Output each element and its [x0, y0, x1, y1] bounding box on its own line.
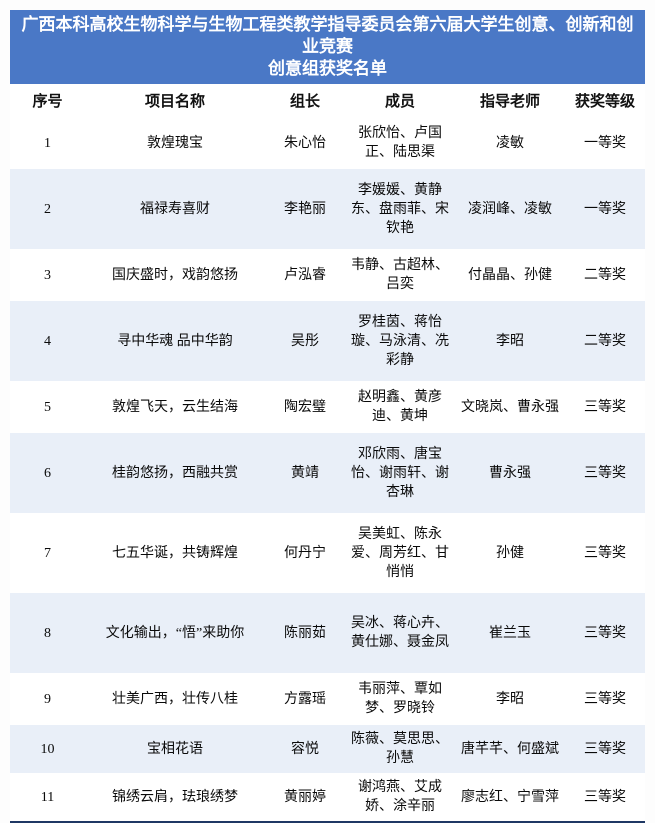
- cell-award: 三等奖: [584, 741, 626, 757]
- table-row: 5 敦煌飞天，云生结海 陶宏璧 赵明鑫、黄彦迪、黄坤 文晓岚、曹永强 三等奖: [10, 381, 645, 433]
- table-row: 7 七五华诞，共铸辉煌 何丹宁 吴美虹、陈永爱、周芳红、甘悄悄 孙健 三等奖: [10, 513, 645, 593]
- cell-advisors: 凌敏: [496, 135, 524, 151]
- cell-no: 3: [44, 267, 51, 283]
- cell-project: 敦煌飞天，云生结海: [112, 399, 238, 415]
- cell-no: 1: [44, 135, 51, 151]
- cell-members: 谢鸿燕、艾成娇、涂辛丽: [358, 780, 442, 814]
- cell-advisors: 崔兰玉: [489, 625, 531, 641]
- cell-no: 6: [44, 465, 51, 481]
- table-header-row: 序号 项目名称 组长 成员 指导老师 获奖等级: [10, 84, 645, 117]
- cell-award: 一等奖: [584, 135, 626, 151]
- cell-advisors: 唐芊芊、何盛斌: [461, 741, 559, 757]
- column-header-project: 项目名称: [85, 84, 265, 117]
- cell-award: 三等奖: [584, 625, 626, 641]
- column-header-advisors: 指导老师: [455, 84, 565, 117]
- column-header-members: 成员: [345, 84, 455, 117]
- table-row: 10 宝相花语 容悦 陈薇、莫思思、孙慧 唐芊芊、何盛斌 三等奖: [10, 725, 645, 773]
- cell-no: 9: [44, 691, 51, 707]
- cell-leader: 卢泓睿: [284, 267, 326, 283]
- cell-project: 文化输出，“悟”来助你: [105, 625, 245, 641]
- cell-award: 一等奖: [584, 201, 626, 217]
- cell-members: 吴冰、蒋心卉、黄仕娜、聂金凤: [351, 616, 449, 650]
- cell-leader: 朱心怡: [284, 135, 326, 151]
- page-title-line-1: 广西本科高校生物科学与生物工程类教学指导委员会第六届大学生创意、创新和创业竞赛: [21, 15, 634, 56]
- cell-no: 11: [40, 789, 55, 805]
- cell-members: 吴美虹、陈永爱、周芳红、甘悄悄: [351, 526, 449, 580]
- cell-no: 7: [44, 545, 51, 561]
- cell-members: 韦静、古超林、吕奕: [351, 258, 449, 292]
- table-row: 2 福禄寿喜财 李艳丽 李媛媛、黄静东、盘雨菲、宋钦艳 凌润峰、凌敏 一等奖: [10, 169, 645, 249]
- cell-advisors: 曹永强: [489, 465, 531, 481]
- table-row: 1 敦煌瑰宝 朱心怡 张欣怡、卢国正、陆思渠 凌敏 一等奖: [10, 117, 645, 169]
- cell-members: 张欣怡、卢国正、陆思渠: [358, 126, 442, 160]
- cell-project: 桂韵悠扬，西融共赏: [112, 465, 238, 481]
- cell-award: 三等奖: [584, 789, 626, 805]
- award-table: 序号 项目名称 组长 成员 指导老师 获奖等级 1 敦煌瑰宝 朱心怡 张欣怡、卢…: [10, 84, 645, 823]
- cell-no: 4: [44, 333, 51, 349]
- cell-no: 10: [40, 741, 55, 757]
- table-row: 11 锦绣云肩，珐琅绣梦 黄丽婷 谢鸿燕、艾成娇、涂辛丽 廖志红、宁雪萍 三等奖: [10, 773, 645, 822]
- cell-project: 国庆盛时，戏韵悠扬: [112, 267, 238, 283]
- cell-leader: 陈丽茹: [284, 625, 326, 641]
- cell-award: 三等奖: [584, 465, 626, 481]
- table-row: 8 文化输出，“悟”来助你 陈丽茹 吴冰、蒋心卉、黄仕娜、聂金凤 崔兰玉 三等奖: [10, 593, 645, 673]
- table-row: 3 国庆盛时，戏韵悠扬 卢泓睿 韦静、古超林、吕奕 付晶晶、孙健 二等奖: [10, 249, 645, 301]
- table-row: 9 壮美广西，壮传八桂 方露瑶 韦丽萍、覃如梦、罗晓铃 李昭 三等奖: [10, 673, 645, 725]
- cell-members: 李媛媛、黄静东、盘雨菲、宋钦艳: [351, 182, 449, 236]
- cell-advisors: 孙健: [496, 545, 524, 561]
- cell-award: 二等奖: [584, 267, 626, 283]
- column-header-leader: 组长: [265, 84, 345, 117]
- table-row: 4 寻中华魂 品中华韵 吴彤 罗桂茵、蒋怡璇、马泳清、冼彩静 李昭 二等奖: [10, 301, 645, 381]
- cell-no: 2: [44, 201, 51, 217]
- cell-award: 三等奖: [584, 545, 626, 561]
- page-title: 广西本科高校生物科学与生物工程类教学指导委员会第六届大学生创意、创新和创业竞赛 …: [10, 10, 645, 84]
- cell-project: 七五华诞，共铸辉煌: [112, 545, 238, 561]
- award-list-sheet: 广西本科高校生物科学与生物工程类教学指导委员会第六届大学生创意、创新和创业竞赛 …: [10, 10, 645, 823]
- page-title-line-2: 创意组获奖名单: [268, 59, 387, 78]
- cell-advisors: 付晶晶、孙健: [468, 267, 552, 283]
- cell-project: 寻中华魂 品中华韵: [117, 333, 233, 349]
- column-header-award: 获奖等级: [565, 84, 645, 117]
- cell-advisors: 文晓岚、曹永强: [461, 399, 559, 415]
- cell-leader: 何丹宁: [284, 545, 326, 561]
- cell-members: 赵明鑫、黄彦迪、黄坤: [358, 390, 442, 424]
- cell-project: 宝相花语: [147, 741, 203, 757]
- table-row: 6 桂韵悠扬，西融共赏 黄靖 邓欣雨、唐宝怡、谢雨轩、谢杏琳 曹永强 三等奖: [10, 433, 645, 513]
- cell-no: 8: [44, 625, 51, 641]
- cell-leader: 黄丽婷: [284, 789, 326, 805]
- cell-leader: 黄靖: [291, 465, 319, 481]
- cell-members: 邓欣雨、唐宝怡、谢雨轩、谢杏琳: [351, 446, 449, 500]
- cell-project: 敦煌瑰宝: [147, 135, 203, 151]
- cell-project: 锦绣云肩，珐琅绣梦: [112, 789, 238, 805]
- cell-members: 罗桂茵、蒋怡璇、马泳清、冼彩静: [351, 314, 449, 368]
- cell-leader: 李艳丽: [284, 201, 326, 217]
- cell-project: 福禄寿喜财: [140, 201, 210, 217]
- cell-members: 陈薇、莫思思、孙慧: [351, 732, 449, 766]
- cell-project: 壮美广西，壮传八桂: [112, 691, 238, 707]
- cell-award: 三等奖: [584, 399, 626, 415]
- cell-advisors: 李昭: [496, 333, 524, 349]
- cell-advisors: 李昭: [496, 691, 524, 707]
- cell-leader: 方露瑶: [284, 691, 326, 707]
- cell-advisors: 廖志红、宁雪萍: [461, 789, 559, 805]
- column-header-no: 序号: [10, 84, 85, 117]
- cell-no: 5: [44, 399, 51, 415]
- cell-leader: 吴彤: [291, 333, 319, 349]
- cell-advisors: 凌润峰、凌敏: [468, 201, 552, 217]
- cell-award: 三等奖: [584, 691, 626, 707]
- cell-leader: 陶宏璧: [284, 399, 326, 415]
- cell-award: 二等奖: [584, 333, 626, 349]
- cell-members: 韦丽萍、覃如梦、罗晓铃: [358, 682, 442, 716]
- cell-leader: 容悦: [291, 741, 319, 757]
